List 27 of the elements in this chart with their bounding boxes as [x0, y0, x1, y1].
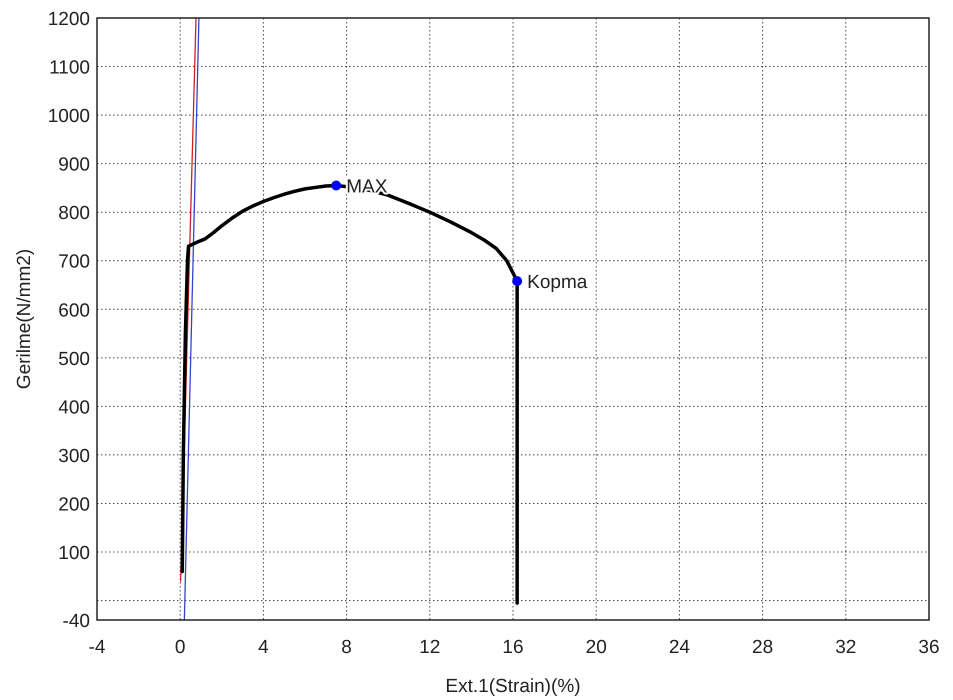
- y-tick-label: 300: [58, 446, 90, 467]
- x-axis-title: Ext.1(Strain)(%): [445, 676, 581, 697]
- x-tick-label: 12: [419, 637, 440, 658]
- x-tick-label: 0: [174, 637, 186, 658]
- x-tick-label: 4: [258, 637, 270, 658]
- x-tick-label: -4: [88, 637, 106, 658]
- y-tick-label: 600: [58, 300, 90, 322]
- x-tick-label: 16: [502, 637, 524, 658]
- y-tick-label: 1000: [48, 106, 90, 128]
- y-axis-title: Gerilme(N/mm2): [14, 248, 35, 390]
- y-tick-label: 400: [58, 397, 90, 418]
- y-tick-label: -40: [62, 611, 90, 632]
- y-tick-label: 900: [58, 154, 90, 176]
- y-tick-label: 1100: [49, 58, 90, 79]
- x-tick-label: 8: [341, 637, 352, 658]
- y-tick-label: 700: [58, 252, 90, 273]
- y-tick-label: 800: [58, 203, 90, 224]
- y-tick-label: 100: [58, 543, 90, 564]
- y-tick-label: 1200: [48, 9, 90, 30]
- x-tick-label: 28: [752, 637, 774, 658]
- x-tick-label: 36: [918, 637, 940, 658]
- x-tick-label: 20: [586, 637, 607, 658]
- x-tick-label: 24: [668, 637, 690, 658]
- annotation: Kopma: [527, 272, 588, 294]
- y-tick-label: 500: [58, 348, 90, 370]
- y-tick-label: 200: [58, 494, 90, 516]
- x-tick-label: 32: [835, 637, 856, 658]
